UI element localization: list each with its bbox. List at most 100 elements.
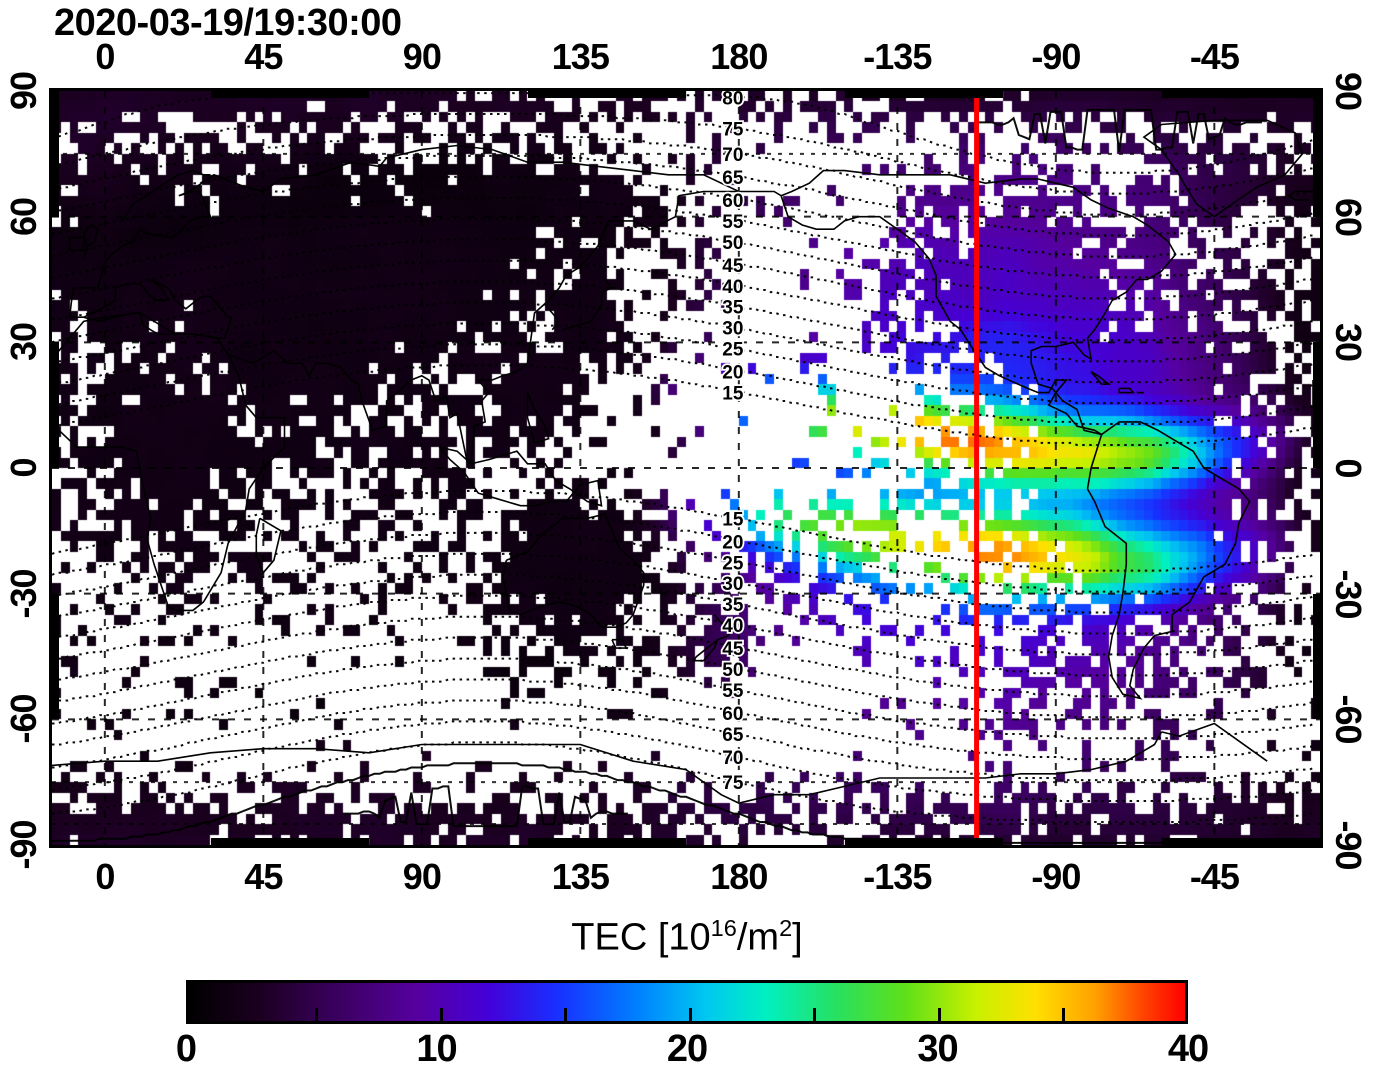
svg-text:20: 20: [722, 532, 743, 553]
svg-text:40: 40: [722, 277, 743, 298]
svg-text:45: 45: [722, 639, 744, 660]
frame-ruler-segment: [527, 91, 686, 98]
page-title: 2020-03-19/19:30:00: [54, 2, 402, 44]
svg-text:45: 45: [722, 256, 744, 277]
y-tick-right-60: 60: [1328, 197, 1369, 236]
colorbar-gradient: [189, 983, 1185, 1021]
svg-text:25: 25: [722, 340, 744, 361]
y-tick-left--90: -90: [3, 820, 44, 870]
svg-text:70: 70: [722, 748, 743, 769]
colorbar-tick-25: [813, 1008, 816, 1021]
svg-text:25: 25: [722, 340, 744, 361]
svg-text:35: 35: [722, 298, 744, 319]
frame-ruler-segment: [1313, 342, 1320, 468]
svg-text:40: 40: [722, 277, 743, 298]
x-tick-top-180: 180: [710, 36, 768, 77]
colorbar-tick-5: [315, 1008, 318, 1021]
x-tick-top--90: -90: [1031, 36, 1081, 77]
svg-text:55: 55: [722, 212, 744, 233]
svg-text:50: 50: [722, 660, 743, 681]
svg-text:30: 30: [722, 574, 743, 595]
colorbar-label-close: ]: [792, 916, 803, 959]
svg-text:20: 20: [722, 363, 743, 384]
y-tick-left-90: 90: [3, 71, 44, 111]
x-tick-bottom-0: 0: [95, 856, 115, 897]
svg-text:40: 40: [722, 616, 743, 637]
svg-text:35: 35: [722, 595, 744, 616]
frame-ruler-segment: [210, 838, 369, 845]
svg-text:40: 40: [722, 616, 743, 637]
x-tick-bottom--90: -90: [1031, 856, 1081, 897]
frame-ruler-segment: [1313, 91, 1320, 217]
svg-text:70: 70: [722, 145, 743, 166]
frame-ruler-segment: [844, 91, 1003, 98]
svg-text:65: 65: [722, 725, 744, 746]
colorbar-label-30: 30: [917, 1028, 958, 1070]
svg-text:55: 55: [722, 681, 744, 702]
y-tick-left-30: 30: [3, 323, 44, 362]
svg-text:60: 60: [722, 191, 743, 212]
x-tick-bottom-90: 90: [402, 856, 442, 897]
frame-ruler-segment: [527, 838, 686, 845]
x-tick-top-45: 45: [244, 36, 283, 77]
svg-text:15: 15: [722, 509, 744, 530]
x-tick-top-135: 135: [551, 36, 610, 77]
y-tick-right--30: -30: [1328, 569, 1369, 619]
svg-text:75: 75: [722, 773, 744, 794]
svg-text:30: 30: [722, 574, 743, 595]
svg-text:15: 15: [722, 509, 744, 530]
y-tick-left-60: 60: [3, 197, 44, 236]
y-tick-left--30: -30: [3, 569, 44, 619]
frame-ruler-segment: [1313, 593, 1320, 720]
frame-ruler-segment: [52, 593, 59, 720]
svg-text:55: 55: [722, 681, 744, 702]
x-tick-bottom--135: -135: [863, 856, 932, 897]
frame-ruler-segment: [210, 91, 369, 98]
svg-text:80: 80: [722, 91, 743, 109]
svg-text:65: 65: [722, 168, 744, 189]
colorbar-tick-30: [937, 1008, 941, 1021]
colorbar-label-20: 20: [666, 1028, 708, 1070]
mag-lat-label-20: 2020: [721, 361, 746, 386]
svg-text:60: 60: [722, 704, 743, 725]
y-tick-right-30: 30: [1328, 323, 1369, 362]
colorbar-label-exp1: 16: [710, 915, 737, 941]
x-tick-bottom-180: 180: [710, 856, 768, 897]
tec-map-plot: 80 80 75 75 70 70 65 65 60 60 55 55 50 50 45 45 40 40 35 35…: [49, 88, 1323, 848]
y-tick-left-0: 0: [3, 458, 44, 478]
svg-text:35: 35: [722, 595, 744, 616]
svg-text:65: 65: [722, 168, 744, 189]
svg-text:30: 30: [722, 319, 743, 340]
x-tick-bottom--45: -45: [1189, 856, 1240, 897]
colorbar-label-40: 40: [1167, 1028, 1209, 1070]
svg-text:70: 70: [722, 145, 743, 166]
y-tick-right--60: -60: [1328, 694, 1369, 744]
colorbar[interactable]: [186, 980, 1188, 1024]
colorbar-label-10: 10: [416, 1028, 457, 1070]
colorbar-tick-15: [564, 1008, 567, 1021]
x-tick-bottom-45: 45: [244, 856, 283, 897]
colorbar-label-0: 0: [175, 1028, 197, 1070]
x-tick-top--135: -135: [863, 36, 932, 77]
y-tick-right-0: 0: [1328, 458, 1369, 478]
frame-ruler-segment: [844, 838, 1003, 845]
svg-text:75: 75: [722, 120, 744, 141]
svg-text:50: 50: [722, 233, 743, 254]
y-tick-right--90: -90: [1328, 820, 1369, 870]
svg-text:15: 15: [722, 384, 744, 405]
plot-inner: 80 80 75 75 70 70 65 65 60 60 55 55 50 50 45 45 40 40 35 35…: [52, 91, 1320, 845]
